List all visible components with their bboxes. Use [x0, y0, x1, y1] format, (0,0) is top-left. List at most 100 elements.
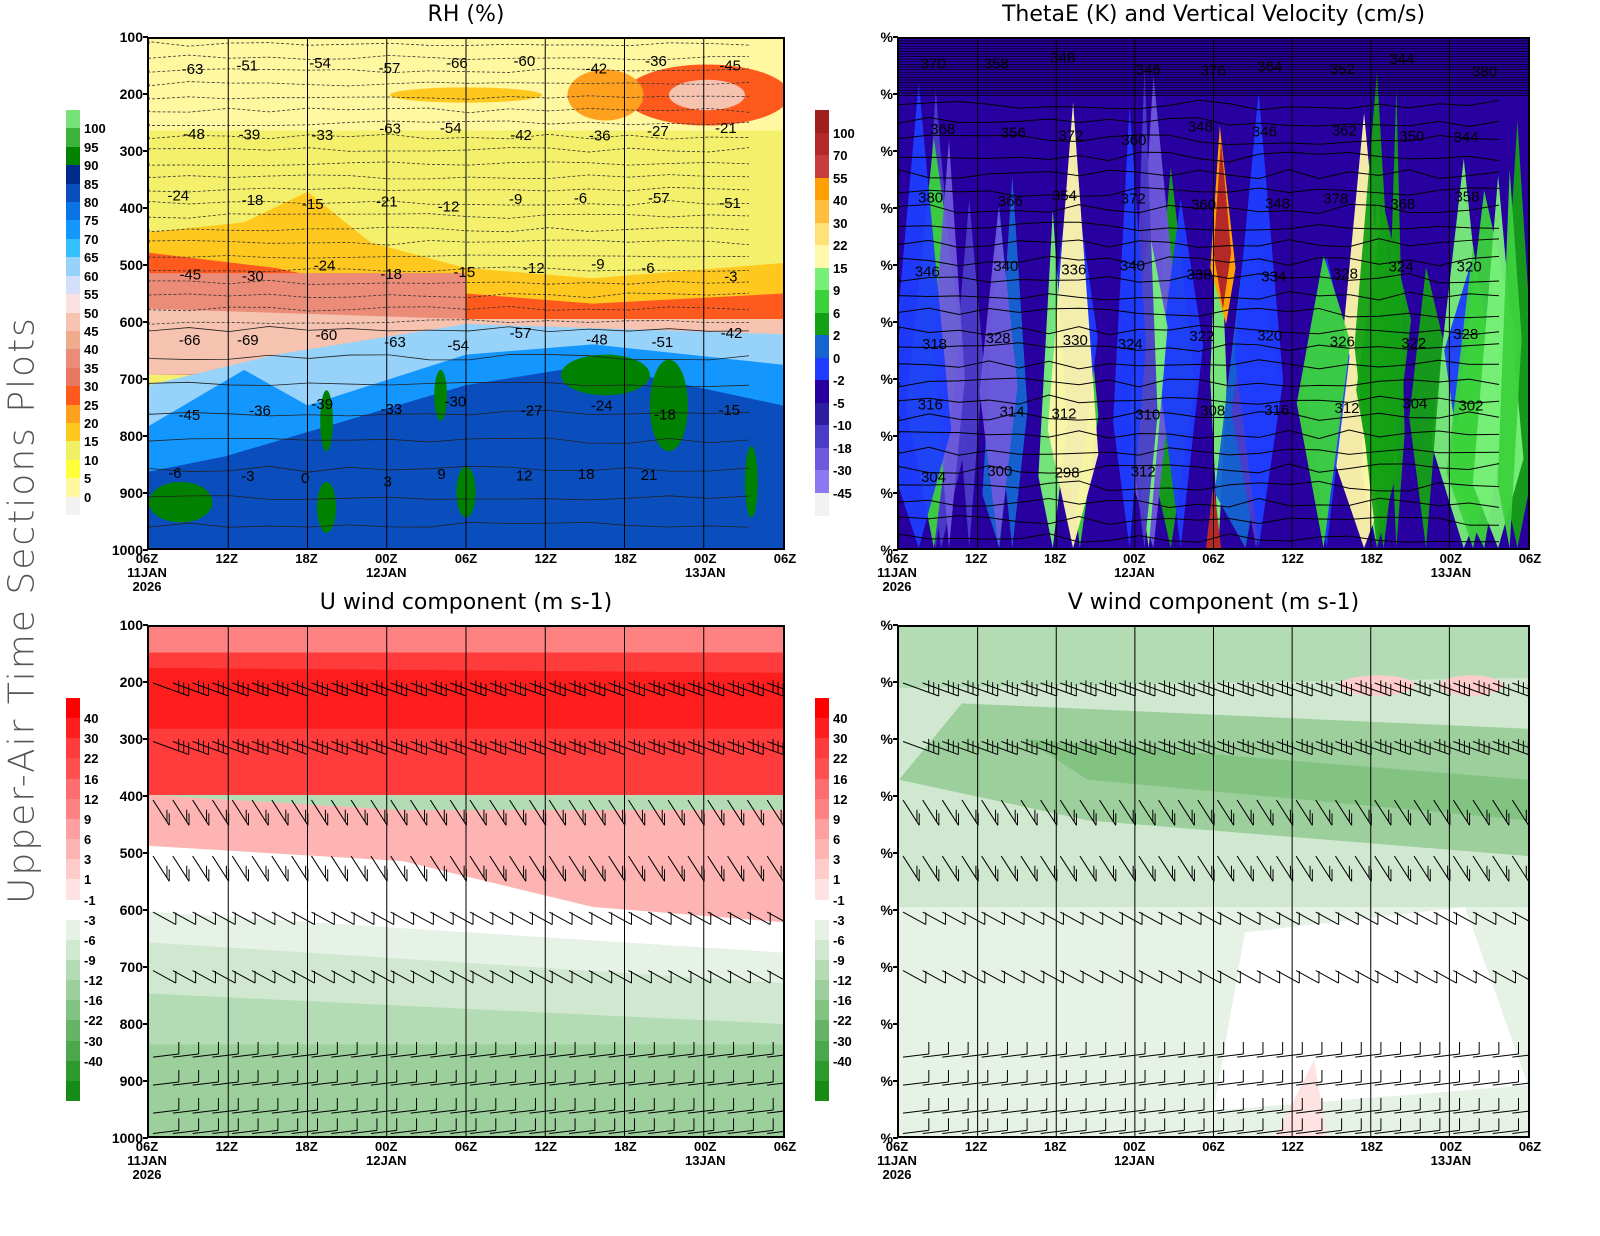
x-tick-date: 13JAN [685, 565, 726, 580]
wind-barb [1355, 1097, 1382, 1114]
wind-barb [608, 911, 633, 925]
x-tick-year: 2026 [132, 1167, 162, 1182]
wind-barb [1453, 1097, 1480, 1114]
wind-barb [1394, 911, 1418, 925]
x-tick-date: 13JAN [685, 1153, 726, 1168]
contour-label: -69 [237, 332, 259, 349]
y-tick-label: % [880, 314, 893, 330]
wind-barb [568, 680, 606, 697]
contour-label: 340 [1120, 257, 1145, 274]
wind-barb [192, 1041, 219, 1058]
plot-area: 370 358 348 346 376 364 352 344 380 368 356 372 360 3… [897, 37, 1530, 550]
wind-barb [212, 680, 249, 697]
y-tick-mark [143, 207, 148, 209]
colorbar-swatch [66, 238, 80, 258]
colorbar-swatch [66, 459, 80, 479]
wind-barb [1354, 799, 1372, 826]
wind-barb [1315, 799, 1333, 826]
contour-label: -36 [249, 403, 271, 420]
wind-barb [981, 1041, 1008, 1058]
colorbar-swatch [66, 312, 80, 332]
wind-barb [311, 1069, 338, 1086]
colorbar-label: 9 [833, 283, 841, 298]
y-tick-label: 500 [119, 257, 143, 273]
colorbar-label: 12 [833, 791, 848, 807]
y-tick-mark [143, 435, 148, 437]
contour-label: -54 [447, 338, 469, 355]
wind-barb [1335, 970, 1359, 984]
y-tick-label: % [880, 959, 893, 975]
y-tick-label: % [880, 143, 893, 159]
x-tick-date: 12JAN [1114, 565, 1155, 580]
wind-barb [746, 799, 765, 826]
y-tick-label: 300 [119, 143, 143, 159]
wind-barb [1394, 970, 1418, 984]
wind-barb [1197, 911, 1222, 925]
colorbar-swatch [815, 245, 829, 268]
contour-label: 360 [1121, 132, 1146, 149]
wind-barb [727, 799, 745, 826]
wind-barb [152, 970, 177, 984]
wind-barb [1138, 680, 1176, 697]
wind-barb [1001, 680, 1038, 697]
wind-barb [331, 1069, 358, 1086]
contour-label: 304 [921, 469, 946, 486]
contour-label: 380 [1472, 63, 1497, 80]
wind-barb [1099, 855, 1117, 882]
wind-barb [1256, 799, 1274, 826]
wind-barb [922, 855, 940, 882]
wind-barb [707, 738, 744, 756]
wind-barb [1256, 1041, 1284, 1058]
colorbar-label: 6 [833, 832, 841, 848]
x-tick-time: 06Z [135, 551, 159, 566]
contour-label: 9 [437, 466, 445, 483]
wind-barb [687, 911, 712, 925]
wind-barb [351, 1041, 378, 1058]
wind-barb [1433, 911, 1458, 925]
contour-label: -36 [645, 53, 667, 70]
wind-barb [1315, 855, 1333, 882]
wind-barb [922, 738, 959, 756]
colorbar-label: 30 [833, 215, 848, 231]
wind-barb [1354, 855, 1372, 882]
colorbar-swatch [66, 220, 80, 240]
colorbar-swatch [66, 422, 80, 442]
colorbar-swatch [815, 1000, 829, 1021]
wind-barb [390, 855, 408, 882]
contour-label: 316 [918, 396, 943, 413]
colorbar-label: 3 [833, 852, 841, 868]
colorbar-swatch [815, 267, 829, 291]
colorbar-swatch [815, 425, 829, 448]
wind-barb [668, 1041, 695, 1058]
wind-barb [291, 1118, 319, 1134]
wind-barb [981, 1118, 1008, 1134]
colorbar-swatch [66, 183, 80, 203]
wind-barb [1472, 738, 1510, 756]
wind-barb [1060, 680, 1097, 697]
wind-barb [1394, 738, 1431, 756]
wind-barb [687, 738, 725, 756]
wind-barb [1040, 1041, 1067, 1058]
wind-barb [469, 738, 507, 756]
wind-barb [766, 799, 783, 826]
wind-barb [1158, 911, 1182, 925]
colorbar-label: 6 [84, 832, 92, 848]
contour-label: 316 [1264, 402, 1289, 419]
wind-barb [252, 1097, 279, 1114]
contour-label: 322 [1401, 335, 1426, 352]
y-tick-mark [893, 150, 898, 152]
contour-label: -24 [167, 188, 189, 205]
wind-barb [1138, 1118, 1166, 1134]
wind-barb [192, 1118, 219, 1134]
wind-barb [489, 855, 507, 882]
wind-barb [1060, 970, 1084, 984]
wind-barb [1452, 799, 1471, 826]
wind-barb [767, 682, 783, 690]
contour-label: 328 [986, 330, 1011, 347]
wind-barb [568, 855, 586, 882]
wind-barb [922, 911, 946, 925]
y-tick-mark [143, 681, 148, 683]
contour-label: -63 [182, 61, 204, 78]
colorbar-swatch [815, 899, 829, 921]
wind-barb [1511, 799, 1528, 826]
